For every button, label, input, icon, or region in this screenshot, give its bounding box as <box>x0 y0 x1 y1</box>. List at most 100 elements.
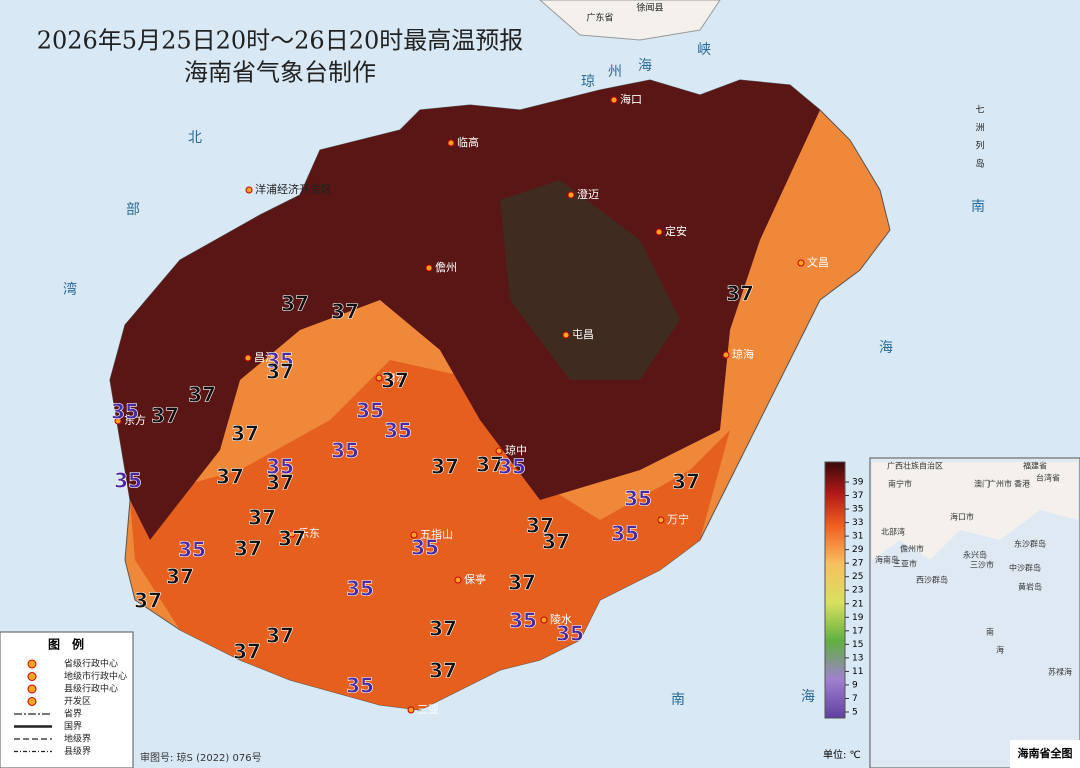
isotherm-label: 37 <box>431 455 459 479</box>
legend-label: 地级界 <box>64 733 91 745</box>
city-label: 儋州 <box>435 261 457 274</box>
inset-label: 台湾省 <box>1036 473 1060 483</box>
city-label: 昌江 <box>254 351 276 364</box>
scale-tick-label: 37 <box>852 491 863 501</box>
isotherm-label: 35 <box>266 455 294 479</box>
inset-label: 儋州市 <box>900 544 924 554</box>
city-label: 陵水 <box>550 613 572 626</box>
scale-tick-label: 13 <box>852 653 863 663</box>
mainland <box>539 0 721 41</box>
sea-label: 部 <box>126 202 140 218</box>
isotherm-label: 35 <box>178 538 206 562</box>
inset-label: 三亚市 <box>893 559 917 569</box>
inset-label: 三沙市 <box>970 560 994 570</box>
isotherm-label: 35 <box>266 349 294 373</box>
scale-tick-label: 15 <box>852 640 863 650</box>
scale-tick-label: 27 <box>852 559 863 569</box>
city-label: 白沙 <box>385 370 407 384</box>
isotherm-label: 37 <box>216 465 244 489</box>
isotherm-label: 37 <box>231 422 259 446</box>
city-label: 琼中 <box>505 443 527 457</box>
legend-symbol <box>27 697 37 706</box>
city-label: 海口 <box>620 92 642 106</box>
city-marker <box>540 616 548 624</box>
inset-label: 东沙群岛 <box>1014 539 1046 549</box>
isotherm-label: 35 <box>111 400 139 424</box>
isotherm-label: 35 <box>384 419 412 443</box>
scale-tick-label: 35 <box>852 505 863 515</box>
isotherm-label: 37 <box>476 453 504 477</box>
legend-label: 地级市行政中心 <box>64 670 127 682</box>
place-label: 列 <box>975 140 984 152</box>
legend-label: 县级界 <box>64 745 91 757</box>
isotherm-label: 35 <box>556 622 584 646</box>
sea-label: 南 <box>671 692 685 708</box>
legend-box <box>0 631 134 768</box>
city-marker <box>375 374 383 382</box>
sea-label: 北 <box>188 130 202 146</box>
isotherm-label: 37 <box>429 659 457 683</box>
place-label: 广东省 <box>586 12 613 24</box>
isotherm-label: 35 <box>611 522 639 546</box>
city-label: 洋浦经济开发区 <box>255 182 332 196</box>
city-marker <box>447 139 455 147</box>
city-label: 万宁 <box>667 512 689 526</box>
isotherm-label: 37 <box>166 565 194 589</box>
isotherm-label: 37 <box>248 506 276 530</box>
city-marker <box>244 354 252 362</box>
sea-label: 州 <box>608 64 622 80</box>
legend-label: 国界 <box>64 721 82 732</box>
scale-tick-label: 29 <box>852 545 864 555</box>
legend-label: 省界 <box>64 708 82 720</box>
isotherm-label: 35 <box>346 577 374 601</box>
city-label: 五指山 <box>420 527 453 541</box>
scale-tick-label: 31 <box>852 532 863 542</box>
scale-tick-label: 17 <box>852 626 863 636</box>
inset-label: 海南岛 <box>875 555 899 565</box>
scale-tick-label: 5 <box>852 708 858 718</box>
inset-land <box>872 462 1078 560</box>
isotherm-label: 35 <box>498 455 526 479</box>
isotherm-label: 37 <box>266 360 294 384</box>
isotherm-label: 37 <box>151 404 179 428</box>
isotherm-label: 37 <box>134 589 162 613</box>
isotherm-label: 35 <box>356 399 384 423</box>
isotherm-label: 35 <box>331 439 359 463</box>
isotherm-label: 37 <box>672 470 700 494</box>
inset-label: 香港 <box>1014 479 1030 489</box>
city-label: 澄迈 <box>577 187 599 201</box>
city-marker <box>567 191 575 199</box>
scale-tick-label: 21 <box>852 599 863 609</box>
isotherm-label: 35 <box>346 674 374 698</box>
city-marker <box>407 706 415 714</box>
scale-tick-label: 9 <box>852 680 858 690</box>
isotherm-label: 37 <box>266 471 294 495</box>
inset-label: 福建省 <box>1023 461 1047 471</box>
inset-label: 永兴岛 <box>963 550 987 560</box>
scale-tick-label: 7 <box>852 694 858 704</box>
legend-symbol <box>27 672 37 681</box>
city-label: 文昌 <box>807 255 829 269</box>
sea-label: 海 <box>879 340 893 356</box>
isotherm-label: 35 <box>411 536 439 560</box>
scale-tick-label: 11 <box>852 667 863 677</box>
sea-label: 南 <box>971 199 985 215</box>
city-label: 乐东 <box>298 527 320 540</box>
scale-tick-label: 39 <box>852 478 864 488</box>
legend-label: 县级行政中心 <box>64 683 118 695</box>
inset-label: 南 <box>986 627 994 637</box>
inset-label: 澳门 <box>974 479 990 489</box>
approval: 审图号: 琼S (2022) 076号 <box>140 751 262 764</box>
place-label: 岛 <box>975 158 984 170</box>
inset-label: 广州市 <box>988 479 1012 489</box>
inset-label: 苏禄海 <box>1048 667 1072 677</box>
inset-title-box <box>1010 740 1080 768</box>
city-label: 保亭 <box>464 572 486 586</box>
scale-tick-label: 25 <box>852 572 863 582</box>
city-label: 东方 <box>124 413 146 427</box>
sea-label: 峡 <box>697 42 711 58</box>
city-marker <box>722 351 730 359</box>
city-marker <box>657 516 665 524</box>
color-bar <box>824 461 846 719</box>
